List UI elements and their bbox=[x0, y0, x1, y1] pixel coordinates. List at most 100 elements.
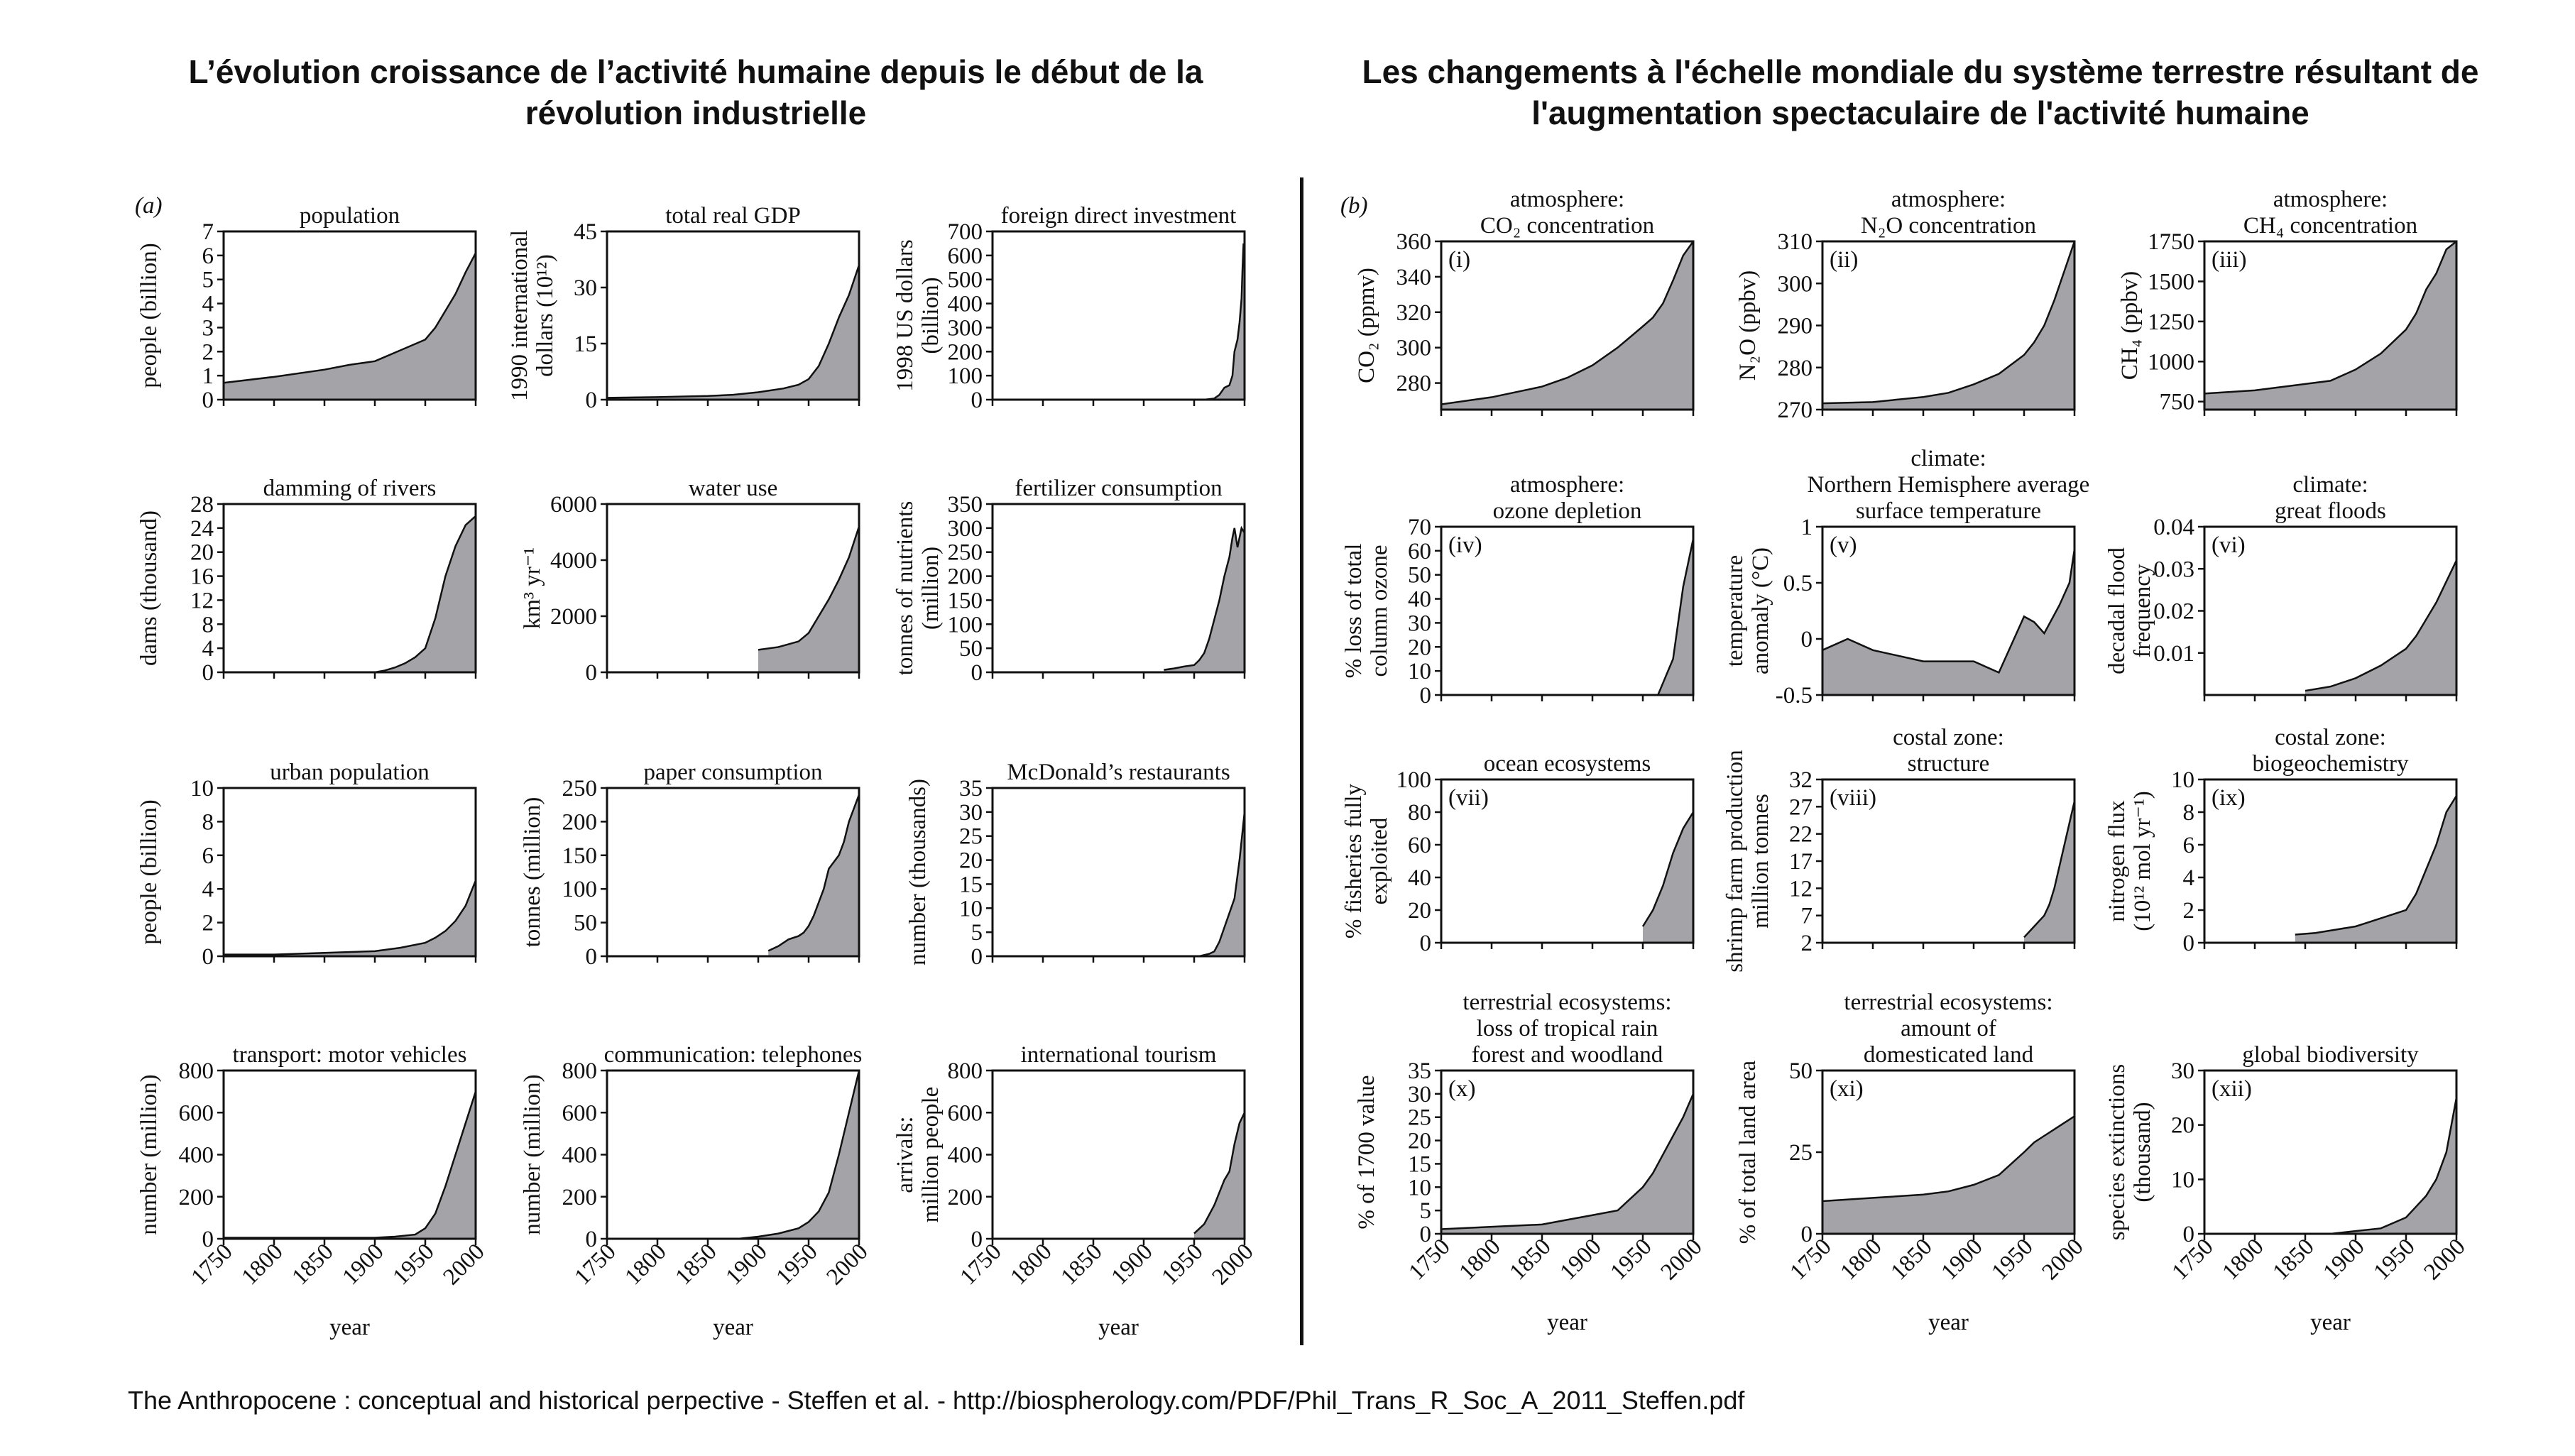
panel-title: domesticated land bbox=[1864, 1042, 2034, 1068]
panel-title: structure bbox=[1908, 751, 1989, 777]
x-tick-label: 1950 bbox=[388, 1239, 439, 1290]
plot-frame bbox=[1440, 240, 1695, 411]
area-series bbox=[1822, 1116, 2074, 1234]
plot-frame bbox=[2203, 240, 2458, 411]
panel-title: loss of tropical rain bbox=[1477, 1016, 1658, 1041]
y-tick-label: 700 bbox=[948, 219, 983, 245]
y-tick-label: 5 bbox=[202, 268, 214, 293]
series-line bbox=[1198, 811, 1246, 958]
y-tick-label: 0 bbox=[586, 944, 598, 970]
panel-label: (vi) bbox=[2212, 532, 2246, 558]
plot-frame bbox=[991, 230, 1246, 401]
panel-label: (viii) bbox=[1830, 785, 1876, 811]
plot-frame bbox=[222, 230, 477, 401]
area-series bbox=[758, 526, 859, 672]
y-tick-label: -0.5 bbox=[1776, 683, 1813, 708]
x-tick-label: 1900 bbox=[1937, 1234, 1988, 1285]
y-tick-label: 0.01 bbox=[2153, 641, 2194, 667]
panel-label: (ix) bbox=[2212, 785, 2246, 811]
y-tick-label: 300 bbox=[1396, 336, 1432, 361]
x-tick-label: 1850 bbox=[2268, 1234, 2319, 1285]
y-tick-label: 0 bbox=[971, 944, 983, 970]
chart-panel-10: 0 200 400 600 800 transport: motor vehicles nu… bbox=[136, 1042, 477, 1252]
area-series bbox=[375, 515, 476, 672]
panel-label: (ii) bbox=[1830, 247, 1858, 273]
x-tick-label: 1750 bbox=[2167, 1234, 2219, 1285]
y-tick-label: 1250 bbox=[2148, 310, 2194, 335]
y-axis-label: dollars (10¹²) bbox=[532, 254, 558, 377]
x-tick-label: 1850 bbox=[288, 1239, 339, 1290]
y-axis-label: tonnes (million) bbox=[520, 797, 545, 948]
y-tick-label: 20 bbox=[959, 848, 983, 874]
y-tick-label: 280 bbox=[1396, 371, 1432, 397]
series-line bbox=[2305, 1098, 2458, 1235]
y-tick-label: 800 bbox=[562, 1058, 598, 1084]
chart-panel-17: -0.5 0 0.5 1 climate:Northern Hemisphere ave… bbox=[1722, 446, 2089, 708]
x-tick-label: 1850 bbox=[1505, 1234, 1556, 1285]
x-tick-label: 2000 bbox=[822, 1239, 873, 1290]
left-heading: L’évolution croissance de l’activité hum… bbox=[188, 53, 1203, 131]
x-tick-label: 1800 bbox=[620, 1239, 672, 1290]
y-axis-label: nitrogen flux bbox=[2104, 800, 2130, 922]
area-series bbox=[738, 1071, 859, 1239]
x-axis-title: year bbox=[329, 1315, 370, 1340]
area-series bbox=[2024, 801, 2074, 943]
y-tick-label: 200 bbox=[948, 1185, 983, 1210]
panel-label: (xii) bbox=[2212, 1076, 2252, 1102]
y-tick-label: 10 bbox=[1408, 659, 1431, 684]
area-series bbox=[1822, 241, 2074, 410]
panel-title: biogeochemistry bbox=[2253, 751, 2409, 777]
y-tick-label: 500 bbox=[948, 268, 983, 293]
y-tick-label: 600 bbox=[562, 1100, 598, 1126]
panel-label: (vii) bbox=[1448, 785, 1489, 811]
x-axis-title: year bbox=[713, 1315, 753, 1340]
y-tick-label: 12 bbox=[1789, 876, 1813, 902]
y-tick-label: 70 bbox=[1408, 515, 1431, 540]
x-tick-label: 1850 bbox=[1056, 1239, 1108, 1290]
plot-frame bbox=[2203, 1069, 2458, 1235]
series-line bbox=[2305, 559, 2458, 692]
y-tick-label: 300 bbox=[1778, 271, 1813, 297]
x-tick-label: 1850 bbox=[671, 1239, 722, 1290]
x-tick-label: 1750 bbox=[1404, 1234, 1455, 1285]
y-tick-label: 0.5 bbox=[1783, 571, 1813, 596]
series-line bbox=[606, 265, 860, 399]
x-tick-label: 1850 bbox=[1886, 1234, 1937, 1285]
area-series bbox=[768, 794, 859, 956]
area-series bbox=[1648, 538, 1693, 695]
panel-title: terrestrial ecosystems: bbox=[1463, 990, 1671, 1015]
y-tick-label: 0 bbox=[1420, 1222, 1432, 1247]
panel-title: communication: telephones bbox=[604, 1042, 863, 1068]
y-tick-label: 0 bbox=[971, 1227, 983, 1252]
panel-title: terrestrial ecosystems: bbox=[1844, 990, 2052, 1015]
chart-panel-21: 0 2 4 6 8 10 costal zone:biogeochemistry nitrog… bbox=[2104, 725, 2458, 956]
x-tick-label: 1800 bbox=[1836, 1234, 1887, 1285]
x-tick-label: 1750 bbox=[956, 1239, 1007, 1290]
y-tick-label: 30 bbox=[2171, 1058, 2194, 1084]
right-heading: Les changements à l'échelle mondiale du … bbox=[1362, 53, 2479, 131]
area-series bbox=[1199, 811, 1245, 956]
y-axis-label: species extinctions bbox=[2104, 1064, 2130, 1240]
panel-title: atmosphere: bbox=[2273, 187, 2388, 212]
y-tick-label: 15 bbox=[1408, 1151, 1431, 1177]
panel-title: amount of bbox=[1901, 1016, 1996, 1041]
panel-title: great floods bbox=[2275, 498, 2386, 524]
y-tick-label: 20 bbox=[1408, 1129, 1431, 1154]
x-tick-label: 1800 bbox=[1455, 1234, 1506, 1285]
y-tick-label: 8 bbox=[202, 809, 214, 835]
y-tick-label: 40 bbox=[1408, 587, 1431, 613]
y-tick-label: 300 bbox=[948, 516, 983, 542]
y-axis-label: CO₂ (ppmv) bbox=[1354, 268, 1379, 383]
x-tick-label: 1900 bbox=[721, 1239, 772, 1290]
series-line bbox=[1822, 549, 2076, 674]
series-line bbox=[1822, 241, 2076, 405]
y-tick-label: 250 bbox=[948, 540, 983, 566]
y-tick-label: 80 bbox=[1408, 800, 1431, 826]
y-tick-label: 2 bbox=[2183, 898, 2195, 924]
y-tick-label: 100 bbox=[562, 877, 598, 902]
chart-panel-5: 0 2000 4000 6000 water use km³ yr⁻¹ bbox=[520, 476, 860, 686]
y-tick-label: 27 bbox=[1789, 794, 1813, 820]
y-tick-label: 4 bbox=[202, 292, 214, 317]
panel-label: (x) bbox=[1448, 1076, 1475, 1102]
